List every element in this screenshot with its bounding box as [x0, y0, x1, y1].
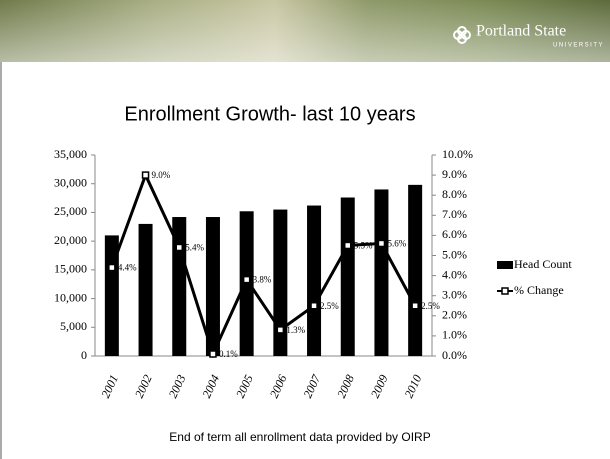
bar	[273, 209, 288, 356]
y-tick-label: 20,000	[54, 233, 87, 247]
x-tick-label: 2001	[98, 373, 121, 401]
marker	[141, 171, 150, 179]
y2-tick-label: 1.0%	[442, 328, 467, 342]
bar	[172, 217, 187, 356]
y2-tick-label: 7.0%	[442, 207, 467, 221]
data-label: 2.5%	[421, 301, 440, 311]
y2-tick-label: 8.0%	[442, 187, 467, 201]
y2-tick-label: 0.0%	[442, 348, 467, 362]
bar	[239, 211, 254, 356]
y-tick-label: 15,000	[54, 262, 87, 276]
y2-tick-label: 5.0%	[442, 247, 467, 261]
bar	[374, 189, 389, 356]
marker	[209, 350, 217, 358]
y2-tick-label: 9.0%	[442, 167, 467, 181]
x-tick-label: 2009	[368, 373, 391, 401]
legend-label: Head Count	[514, 257, 572, 271]
y-tick-label: 10,000	[54, 290, 87, 304]
data-label: 2.5%	[320, 301, 339, 311]
x-tick-label: 2005	[233, 373, 256, 401]
logo-icon	[453, 26, 471, 44]
line	[110, 171, 417, 359]
data-label: 5.5%	[354, 241, 373, 251]
marker	[411, 302, 419, 310]
x-tick-label: 2008	[334, 373, 357, 401]
legend-marker	[501, 287, 509, 295]
data-label: 9.0%	[152, 170, 171, 180]
x-tick-label: 2003	[166, 373, 189, 401]
marker	[310, 302, 318, 310]
data-label: 4.4%	[118, 263, 137, 273]
y-tick-label: 5,000	[60, 319, 87, 333]
marker	[344, 241, 352, 250]
footnote: End of term all enrollment data provided…	[169, 430, 430, 444]
marker	[242, 275, 251, 284]
marker	[175, 243, 183, 252]
bar	[340, 197, 355, 356]
bar	[307, 205, 322, 356]
marker	[276, 326, 285, 334]
data-label: 5.6%	[387, 239, 406, 249]
brand-sub: UNIVERSITY	[553, 43, 604, 49]
y-tick-label: 35,000	[54, 147, 87, 161]
x-tick-label: 2007	[300, 372, 323, 401]
y-tick-label: 30,000	[54, 175, 87, 189]
banner-fade	[0, 0, 610, 62]
data-label: 1.3%	[286, 325, 305, 335]
bar	[138, 223, 153, 356]
y2-tick-label: 2.0%	[442, 308, 467, 322]
y2-tick-label: 10.0%	[442, 147, 473, 161]
x-tick-label: 2004	[199, 373, 222, 401]
marker	[377, 239, 386, 248]
x-tick-label: 2010	[402, 373, 425, 401]
data-label: 5.4%	[185, 243, 204, 253]
y-tick-label: 25,000	[54, 204, 87, 218]
y2-tick-label: 4.0%	[442, 267, 467, 281]
bar	[205, 217, 220, 356]
x-tick-label: 2006	[267, 373, 290, 401]
y-tick-label: 0	[81, 348, 87, 362]
brand: Portland State	[476, 23, 566, 40]
data-label: 0.1%	[219, 349, 238, 359]
y2-tick-label: 3.0%	[442, 287, 467, 301]
data-label: 3.8%	[253, 275, 272, 285]
x-tick-label: 2002	[132, 373, 155, 401]
legend-label: % Change	[514, 283, 564, 297]
chart-title: Enrollment Growth- last 10 years	[124, 103, 415, 125]
marker	[108, 263, 116, 272]
legend-swatch	[497, 261, 513, 269]
bar	[408, 184, 423, 356]
y2-tick-label: 6.0%	[442, 227, 467, 241]
